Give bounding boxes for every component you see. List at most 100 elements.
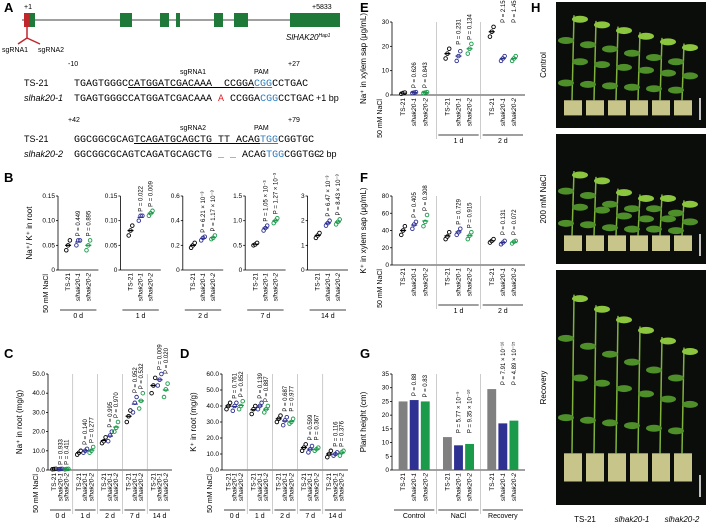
plant-leaf <box>668 374 684 382</box>
exon <box>290 13 340 27</box>
data-point <box>152 375 158 381</box>
timepoint-label: 14 d <box>329 513 343 520</box>
data-point <box>227 400 233 406</box>
p-value: P = 4.89 × 10⁻¹⁵ <box>511 341 518 385</box>
sgrna-pointer <box>17 27 28 45</box>
plant-leaf <box>638 32 654 40</box>
p-value: P = 0.88 <box>412 373 418 396</box>
y-tick-label: 20 <box>382 412 390 419</box>
plant-leaf <box>682 348 698 356</box>
p-value: P = 0.131 <box>501 209 507 235</box>
condition-label: Control <box>539 52 548 78</box>
p-value: P = 0.895 <box>86 210 92 236</box>
p-value: P = 1.05 × 10⁻³ <box>263 181 269 222</box>
plant-leaf <box>668 427 684 435</box>
panel-h: H Control 200 mM NaCl Recovery TS-21 slhak20-… <box>531 0 706 524</box>
p-value: P = 5.77 × 10⁻⁹ <box>456 391 463 433</box>
y-tick-label: 40.0 <box>32 390 45 397</box>
y-tick-label: 30 <box>382 385 390 392</box>
plant-leaf <box>572 203 588 211</box>
gene-name: SlHAK20Hap1 <box>286 33 331 42</box>
data-point <box>264 223 270 228</box>
y-tick-label: 1.5 <box>233 193 242 200</box>
plant-pot <box>652 235 670 251</box>
plant-leaf <box>572 15 588 23</box>
y-tick-label: 0 <box>176 267 180 274</box>
group-label: TS-21 <box>225 473 232 491</box>
data-point <box>413 219 419 225</box>
group-label: slhak20-2 <box>467 98 474 127</box>
sequence-part: CATGGATCGACAAA CCGGA <box>128 79 254 90</box>
group-label: TS-21 <box>315 273 322 291</box>
group-label: slhak20-1 <box>500 98 507 127</box>
p-value: P = 1.17 × 10⁻³ <box>211 190 217 231</box>
plant-leaf <box>602 419 618 427</box>
plant-leaf <box>646 424 662 432</box>
plant-pot <box>608 235 626 251</box>
pam-label: PAM <box>254 125 269 132</box>
y-tick-label: 0.0 <box>36 467 45 474</box>
condition-label: 50 mM NaCl <box>33 474 40 513</box>
group-label: TS-21 <box>489 473 496 491</box>
plant-leaf <box>638 326 654 334</box>
panel-letter: H <box>531 0 540 15</box>
panel-letter: G <box>360 346 370 361</box>
y-tick-label: 20.0 <box>32 429 45 436</box>
panel-letter: D <box>180 346 189 361</box>
p-value: P = 0.761 <box>233 372 239 398</box>
plant-leaf <box>558 414 574 422</box>
plant-leaf <box>624 422 640 430</box>
group-label: slhak20-1 <box>411 268 418 297</box>
p-value: P = 0.952 <box>133 367 139 393</box>
data-point <box>236 406 242 412</box>
group-label: TS-21 <box>444 98 451 116</box>
y-tick-label: 10 <box>382 440 390 447</box>
data-point <box>109 429 115 434</box>
plant-leaf <box>594 206 610 214</box>
timepoint-label: Control <box>403 513 426 520</box>
group-label: slhak20-1 <box>57 473 64 502</box>
data-point <box>224 406 229 412</box>
plant-pot <box>564 100 582 116</box>
bar <box>442 437 452 470</box>
data-point <box>423 219 428 225</box>
data-point <box>130 223 135 228</box>
data-point <box>124 419 130 425</box>
plant-leaf <box>558 36 574 44</box>
data-point <box>155 383 161 388</box>
y-tick-label: 50.0 <box>206 387 219 394</box>
bar <box>409 400 419 470</box>
sequence-part: ACAG <box>236 150 266 161</box>
p-value: P = 0.367 <box>315 414 321 440</box>
y-tick-label: 5 <box>385 453 389 460</box>
group-label: slhak20-2 <box>263 473 270 502</box>
sequence-part: CGGTGC <box>278 135 314 146</box>
p-value: P = 0.009 <box>149 180 155 206</box>
genotype-label: slhak20-1 <box>615 515 650 524</box>
y-axis-label: K⁺ in root (mg/g) <box>189 392 198 452</box>
data-point <box>112 429 117 434</box>
plant-leaf <box>660 38 676 46</box>
sequence-part: CCTGAC <box>278 94 314 105</box>
y-tick-label: 1 <box>301 242 305 249</box>
group-label: TS-21 <box>251 473 258 491</box>
data-point <box>87 238 93 243</box>
position-label: -10 <box>68 61 78 68</box>
row-label: slhak20-2 <box>24 149 63 159</box>
data-point <box>446 46 452 52</box>
group-label: slhak20-2 <box>148 273 155 302</box>
group-label: slhak20-1 <box>500 268 507 297</box>
data-point <box>410 226 415 232</box>
plant-pot <box>674 453 692 482</box>
plant-pot <box>586 235 604 251</box>
group-label: slhak20-2 <box>163 473 170 502</box>
data-point <box>328 448 334 454</box>
data-point <box>103 435 108 440</box>
plant-leaf <box>646 54 662 62</box>
group-label: slhak20-1 <box>411 98 418 127</box>
data-point <box>465 51 471 56</box>
plant-leaf <box>572 171 588 179</box>
y-tick-label: 40 <box>382 228 390 235</box>
plant-leaf <box>594 379 610 387</box>
plant-leaf <box>580 41 596 49</box>
